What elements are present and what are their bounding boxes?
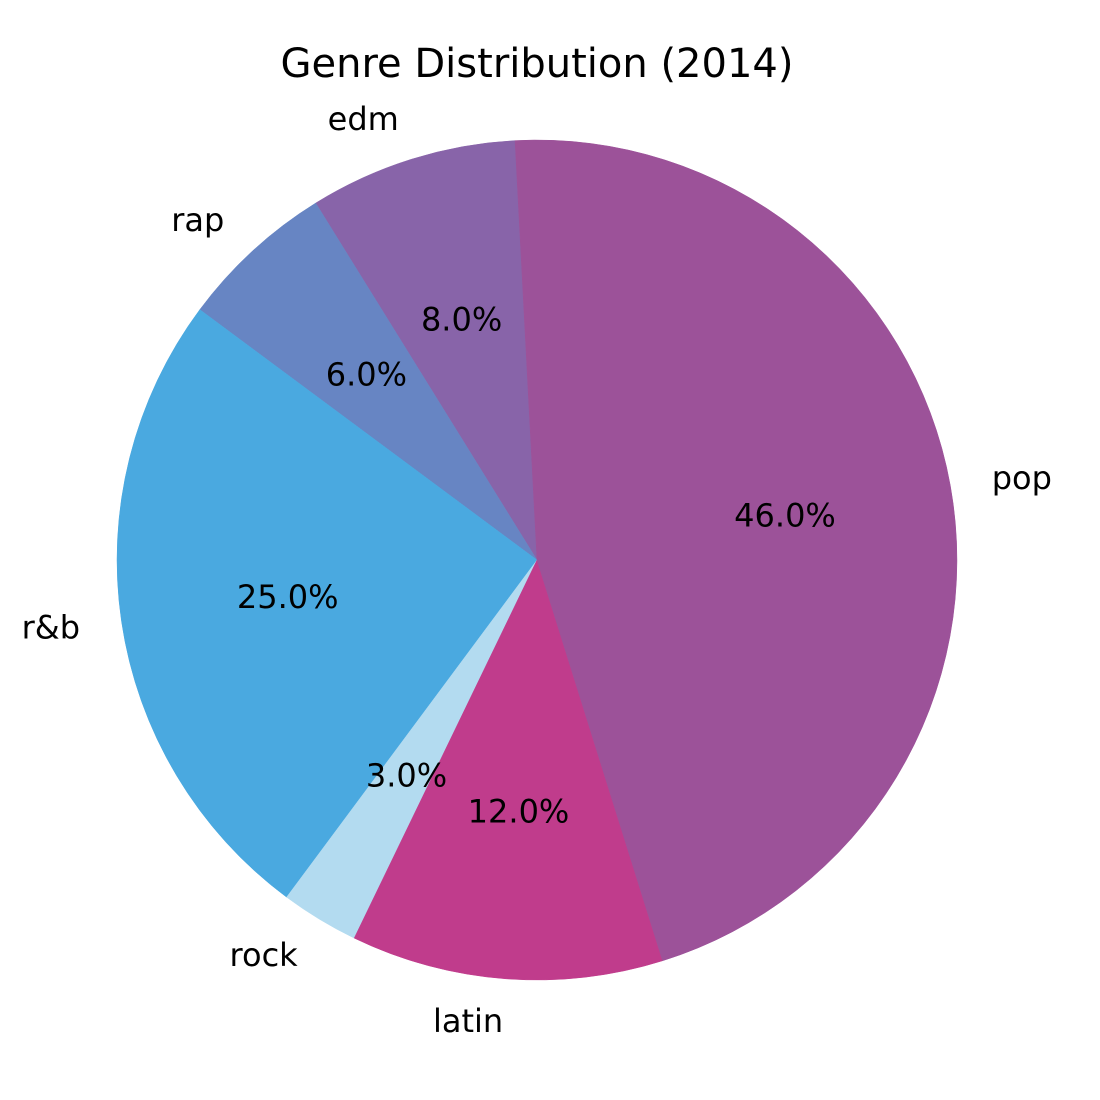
slice-label-latin: latin [433, 1002, 503, 1040]
chart-title: Genre Distribution (2014) [281, 41, 794, 87]
slice-percent-r-b: 25.0% [237, 578, 339, 616]
pie-slice-edm [315, 140, 538, 561]
pie-slice-latin [353, 559, 663, 981]
pie-slices [116, 139, 958, 981]
pie-slice-pop [514, 139, 958, 962]
slice-percent-rock: 3.0% [366, 757, 447, 795]
pie-labels: edm 8.0% rap 6.0% r&b 25.0% rock 3.0% latin 12.0%… [22, 100, 1052, 1040]
slice-percent-latin: 12.0% [468, 792, 570, 830]
slice-percent-edm: 8.0% [421, 301, 502, 339]
slice-label-rap: rap [171, 201, 224, 239]
slice-label-edm: edm [328, 100, 399, 138]
slice-percent-rap: 6.0% [326, 356, 407, 394]
slice-percent-pop: 46.0% [734, 496, 836, 534]
slice-label-pop: pop [992, 459, 1052, 497]
slice-label-r-b: r&b [22, 609, 80, 647]
pie-slice-rap [199, 202, 538, 561]
slice-label-rock: rock [230, 936, 299, 974]
pie-slice-r-b [116, 309, 538, 898]
